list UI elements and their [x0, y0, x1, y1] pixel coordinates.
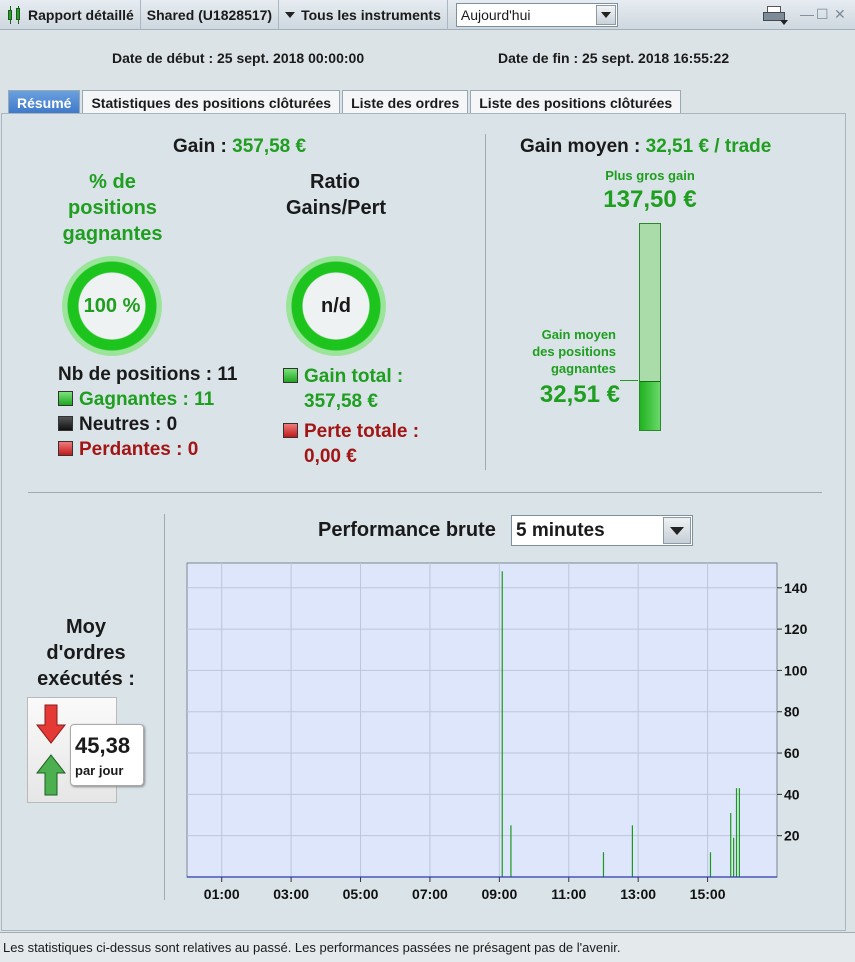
chevron-down-icon	[600, 11, 611, 18]
tab-summary[interactable]: Résumé	[8, 90, 81, 114]
ratio-value: n/d	[321, 294, 351, 317]
maximize-button[interactable]: ☐	[816, 6, 829, 22]
x-tick-label: 15:00	[690, 886, 726, 902]
ratio-title: Ratio Gains/Pert	[286, 171, 387, 219]
period-dropdown-button[interactable]	[595, 4, 616, 25]
instruments-dropdown[interactable]: Tous les instruments	[279, 0, 448, 30]
period-value: Aujourd'hui	[460, 6, 531, 23]
total-gain: Gain total : 357,58 €	[283, 364, 403, 414]
black-square-icon	[58, 416, 73, 431]
plot-area	[186, 562, 778, 878]
y-tick-label: 80	[784, 704, 800, 720]
y-tick-label: 120	[784, 621, 808, 637]
candlestick-icon	[6, 5, 24, 24]
footer-disclaimer: Les statistiques ci-dessus sont relative…	[0, 932, 855, 962]
biggest-gain-value: 137,50 €	[603, 186, 697, 213]
orders-per-day-badge: 45,38 par jour	[70, 724, 144, 786]
start-date: Date de début : 25 sept. 2018 00:00:00	[112, 50, 365, 66]
losers-row: Perdantes : 0	[58, 439, 198, 461]
green-square-icon	[283, 368, 298, 383]
green-square-icon	[58, 391, 73, 406]
total-loss: Perte totale : 0,00 €	[283, 419, 419, 469]
account-label: Shared (U1828517)	[146, 6, 273, 23]
avg-win-value: 32,51 €	[539, 381, 620, 408]
detailed-report-label: Rapport détaillé	[28, 6, 134, 23]
ratio-ring: n/d	[286, 256, 386, 356]
average-gain-row: Gain moyen : 32,51 € / trade	[520, 136, 772, 157]
vertical-divider	[164, 514, 165, 900]
instruments-label: Tous les instruments	[301, 6, 441, 23]
orders-title: Moy d'ordres exécutés :	[37, 616, 135, 690]
orders-per-day-value: 45,38	[75, 733, 131, 758]
interval-dropdown-button[interactable]	[663, 517, 691, 544]
winners-row: Gagnantes : 11	[58, 389, 214, 411]
x-tick-label: 03:00	[273, 886, 309, 902]
performance-chart: 01:00 03:00 05:00 07:00 09:00 11:00 13:00 15:00…	[186, 562, 808, 902]
end-date: Date de fin : 25 sept. 2018 16:55:22	[498, 50, 730, 66]
chevron-down-icon	[780, 20, 788, 25]
y-tick-label: 20	[784, 828, 800, 844]
x-tick-label: 05:00	[343, 886, 379, 902]
account-selector[interactable]: Shared (U1828517)	[141, 0, 280, 30]
x-tick-label: 13:00	[620, 886, 656, 902]
red-square-icon	[283, 423, 298, 438]
chevron-down-icon	[285, 11, 296, 18]
minimize-button[interactable]: —	[800, 6, 814, 22]
vertical-divider	[485, 134, 486, 470]
print-button[interactable]	[762, 5, 788, 25]
gain-value: 357,58 €	[232, 136, 307, 157]
order-arrows-icon	[35, 704, 67, 796]
neutral-row: Neutres : 0	[58, 414, 177, 436]
biggest-gain-label: Plus gros gain	[605, 168, 695, 183]
top-toolbar: Rapport détaillé Shared (U1828517) Tous …	[0, 0, 855, 30]
x-tick-label: 01:00	[204, 886, 240, 902]
x-tick-label: 07:00	[412, 886, 448, 902]
orders-per-day-unit: par jour	[75, 763, 124, 778]
x-tick-label: 11:00	[551, 886, 586, 902]
period-select[interactable]: Aujourd'hui	[455, 2, 618, 27]
detailed-report-button[interactable]: Rapport détaillé	[0, 0, 141, 30]
tab-closed-position-list[interactable]: Liste des positions clôturées	[470, 90, 682, 114]
positions-count: Nb de positions : 11	[58, 364, 238, 385]
gain-row: Gain : 357,58 €	[173, 136, 306, 158]
gauge-fill	[640, 381, 660, 430]
tab-bar: Résumé Statistiques des positions clôtur…	[8, 90, 683, 114]
avg-win-label: Gain moyen des positions gagnantes	[532, 327, 616, 376]
y-tick-label: 60	[784, 745, 800, 761]
chart-title: Performance brute	[318, 519, 496, 541]
close-button[interactable]: ✕	[834, 6, 846, 22]
y-tick-label: 40	[784, 786, 800, 802]
win-rate-value: 100 %	[83, 294, 141, 317]
pointer-arrow-icon	[620, 380, 638, 381]
y-tick-label: 140	[784, 580, 808, 596]
horizontal-divider	[28, 492, 822, 493]
gain-label: Gain :	[173, 136, 227, 157]
gain-gauge	[639, 223, 661, 431]
win-rate-ring: 100 %	[62, 256, 162, 356]
chevron-down-icon	[670, 526, 684, 535]
y-tick-label: 100	[784, 662, 808, 678]
interval-value: 5 minutes	[516, 519, 605, 541]
red-square-icon	[58, 441, 73, 456]
tab-order-list[interactable]: Liste des ordres	[342, 90, 469, 114]
x-tick-label: 09:00	[481, 886, 517, 902]
tab-closed-position-stats[interactable]: Statistiques des positions clôturées	[82, 90, 341, 114]
interval-select[interactable]: 5 minutes	[511, 515, 693, 546]
win-rate-title: % de positions gagnantes	[62, 171, 163, 245]
